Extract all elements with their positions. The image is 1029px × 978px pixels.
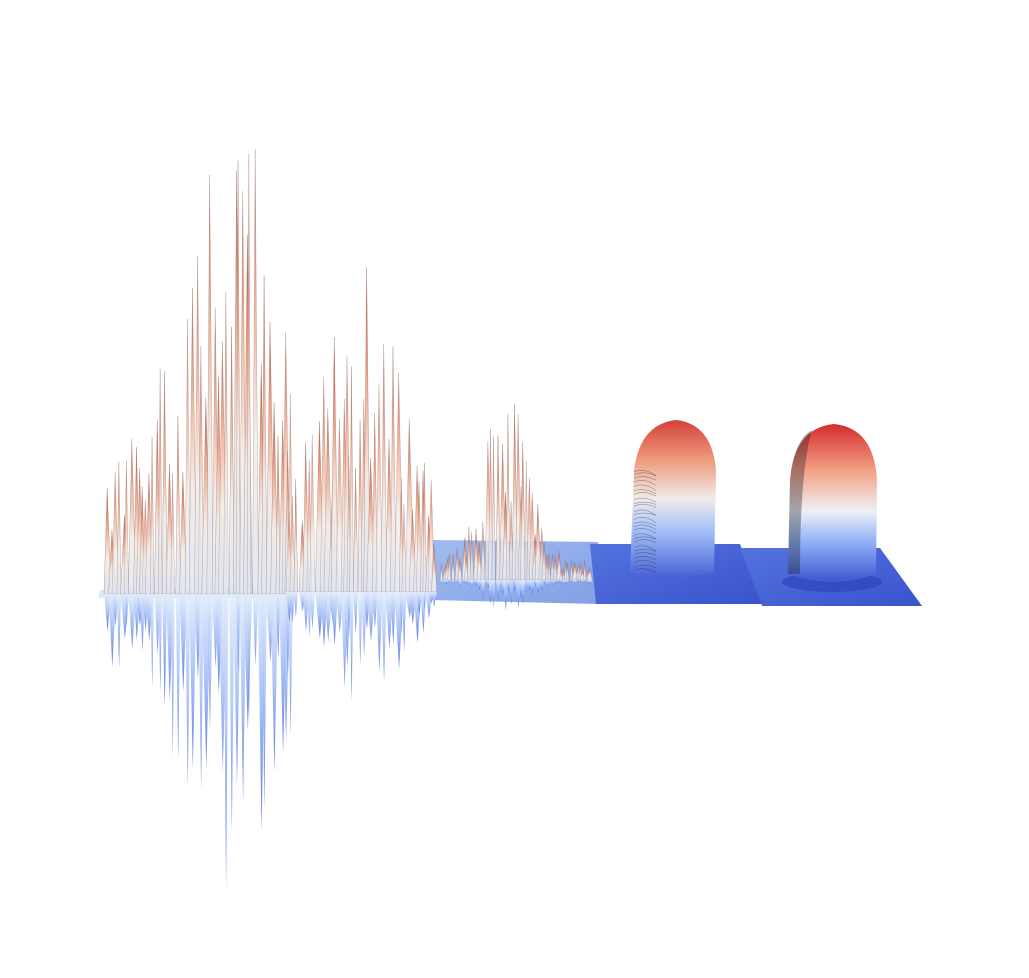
- panel-1-surface: [103, 149, 294, 890]
- panel-3-surface: [439, 404, 593, 611]
- panel-4-surface: [630, 420, 716, 578]
- panel-2-surface: [285, 267, 438, 701]
- panel-5-surface: [782, 424, 882, 592]
